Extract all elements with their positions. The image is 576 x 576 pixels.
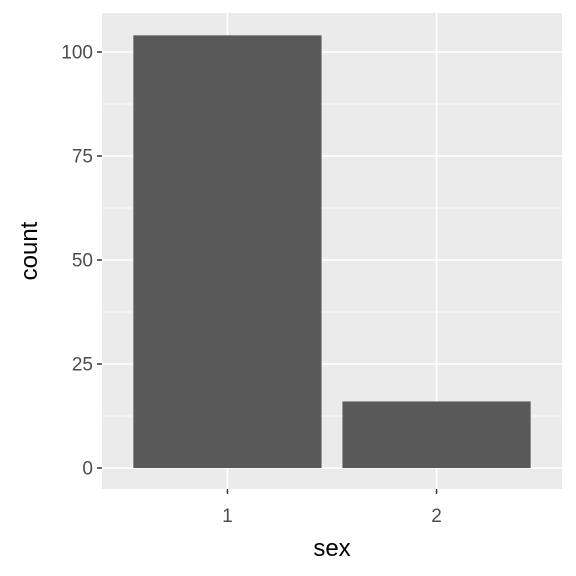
y-axis-title: count bbox=[16, 221, 43, 280]
y-tick-label: 25 bbox=[72, 355, 93, 376]
y-tick-label: 100 bbox=[61, 43, 93, 64]
x-tick-label: 2 bbox=[431, 506, 442, 527]
x-axis-title: sex bbox=[313, 535, 350, 562]
bar-1 bbox=[133, 35, 322, 469]
y-tick-label: 50 bbox=[72, 251, 93, 272]
y-axis: 0 25 50 75 100 bbox=[61, 43, 102, 480]
bars bbox=[133, 35, 531, 469]
y-tick-label: 0 bbox=[82, 459, 93, 480]
y-tick-label: 75 bbox=[72, 147, 93, 168]
bar-2 bbox=[342, 401, 531, 468]
x-tick-label: 1 bbox=[222, 506, 233, 527]
